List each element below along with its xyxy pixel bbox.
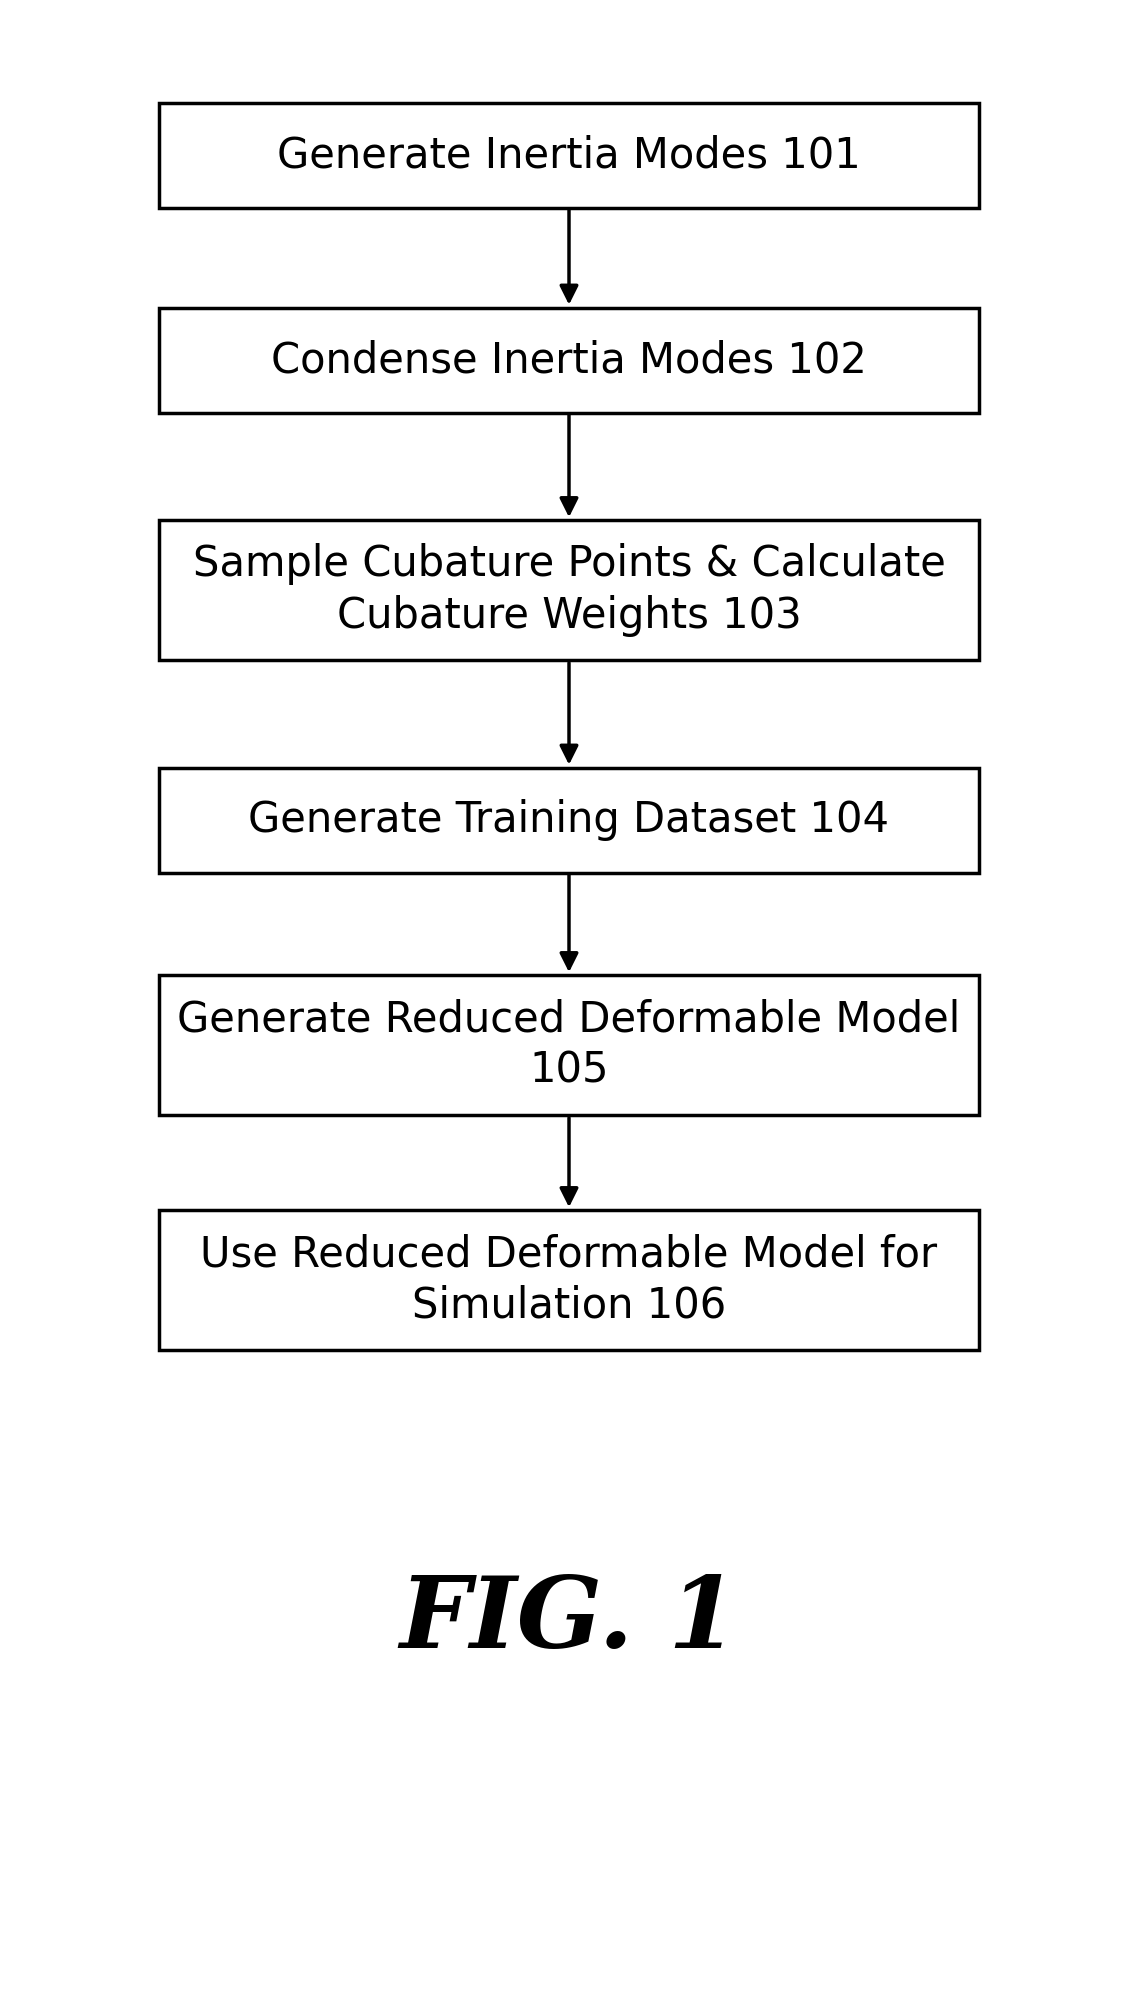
FancyBboxPatch shape: [159, 975, 979, 1114]
FancyBboxPatch shape: [159, 767, 979, 873]
FancyBboxPatch shape: [159, 519, 979, 659]
Text: Condense Inertia Modes 102: Condense Inertia Modes 102: [271, 339, 867, 381]
FancyBboxPatch shape: [159, 1210, 979, 1350]
Text: Generate Reduced Deformable Model
105: Generate Reduced Deformable Model 105: [178, 998, 960, 1092]
Text: Generate Inertia Modes 101: Generate Inertia Modes 101: [278, 134, 860, 176]
Text: Generate Training Dataset 104: Generate Training Dataset 104: [248, 799, 890, 841]
Text: Use Reduced Deformable Model for
Simulation 106: Use Reduced Deformable Model for Simulat…: [200, 1232, 938, 1326]
Text: FIG. 1: FIG. 1: [399, 1572, 739, 1667]
FancyBboxPatch shape: [159, 102, 979, 208]
Text: Sample Cubature Points & Calculate
Cubature Weights 103: Sample Cubature Points & Calculate Cubat…: [192, 543, 946, 637]
FancyBboxPatch shape: [159, 308, 979, 413]
